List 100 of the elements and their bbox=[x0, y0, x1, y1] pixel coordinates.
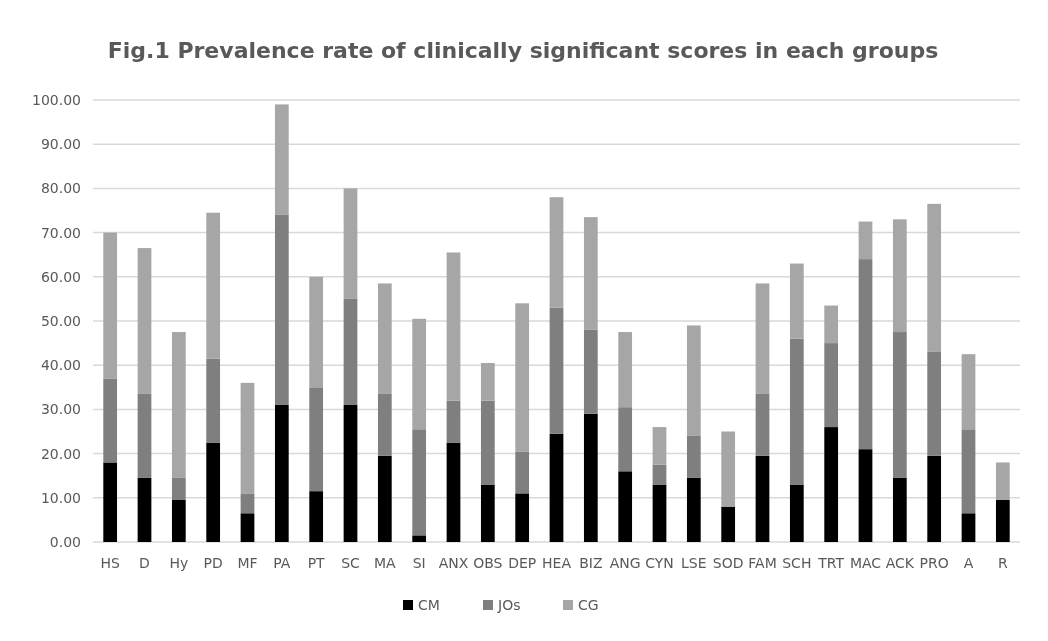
x-tick-label: PT bbox=[307, 555, 326, 571]
bar bbox=[206, 442, 221, 542]
bar bbox=[995, 462, 1010, 501]
x-tick-label: MF bbox=[237, 555, 258, 571]
x-tick-label: HEA bbox=[542, 555, 572, 571]
y-tick-label: 60.00 bbox=[40, 268, 81, 285]
bar bbox=[789, 263, 804, 339]
x-tick-label: R bbox=[997, 555, 1008, 571]
bar bbox=[171, 332, 186, 478]
y-tick-label: 30.00 bbox=[40, 401, 81, 418]
x-tick-label: MA bbox=[374, 555, 397, 571]
bar bbox=[686, 477, 701, 542]
bar bbox=[755, 393, 770, 456]
bar bbox=[515, 303, 530, 452]
x-tick-label: A bbox=[963, 555, 974, 571]
y-tick-label: 50.00 bbox=[40, 312, 81, 329]
bar bbox=[137, 393, 152, 478]
y-tick-label: 90.00 bbox=[40, 136, 81, 153]
bar bbox=[309, 276, 324, 388]
bar bbox=[824, 427, 839, 542]
bar bbox=[858, 259, 873, 450]
x-tick-label: ANX bbox=[438, 555, 469, 571]
bar bbox=[824, 305, 839, 344]
x-tick-label: ANG bbox=[609, 555, 641, 571]
bar bbox=[446, 442, 461, 542]
x-tick-label: Hy bbox=[169, 555, 189, 571]
chart-title: Fig.1 Prevalence rate of clinically significant scores in each groups bbox=[107, 38, 939, 63]
bar bbox=[549, 307, 564, 434]
bar bbox=[274, 214, 289, 405]
y-tick-label: 80.00 bbox=[40, 180, 81, 197]
bar bbox=[515, 451, 530, 494]
bar bbox=[618, 332, 633, 408]
bar bbox=[377, 393, 392, 456]
bar bbox=[343, 404, 358, 542]
bar bbox=[927, 455, 942, 542]
bar bbox=[240, 382, 255, 494]
bar bbox=[171, 477, 186, 501]
legend-label: CG bbox=[578, 597, 599, 613]
bar bbox=[446, 252, 461, 401]
bar bbox=[377, 283, 392, 394]
bar bbox=[618, 407, 633, 472]
bar bbox=[686, 325, 701, 436]
x-tick-label: OBS bbox=[473, 555, 503, 571]
bar bbox=[583, 413, 598, 542]
bar bbox=[103, 378, 118, 463]
legend-label: CM bbox=[418, 597, 440, 613]
bar bbox=[480, 484, 495, 542]
bar bbox=[858, 221, 873, 260]
legend-label: JOs bbox=[497, 597, 521, 613]
bar bbox=[377, 455, 392, 542]
bar bbox=[583, 329, 598, 414]
x-tick-label: SC bbox=[341, 555, 361, 571]
x-tick-label: MAC bbox=[849, 555, 882, 571]
bar bbox=[171, 500, 186, 542]
bar bbox=[309, 491, 324, 542]
bar bbox=[824, 343, 839, 428]
y-tick-label: 10.00 bbox=[40, 489, 81, 506]
x-tick-label: BIZ bbox=[579, 555, 603, 571]
x-tick-label: SCH bbox=[782, 555, 812, 571]
bar bbox=[480, 400, 495, 485]
y-tick-label: 70.00 bbox=[40, 224, 81, 241]
bar bbox=[343, 188, 358, 299]
bar bbox=[274, 104, 289, 215]
y-tick-label: 100.00 bbox=[32, 91, 81, 108]
bar bbox=[240, 513, 255, 542]
bar bbox=[137, 248, 152, 394]
y-tick-label: 40.00 bbox=[40, 357, 81, 374]
x-tick-label: CYN bbox=[645, 555, 674, 571]
x-tick-label: D bbox=[139, 555, 150, 571]
x-tick-label: PD bbox=[203, 555, 223, 571]
bar bbox=[652, 427, 667, 465]
bar bbox=[995, 500, 1010, 542]
bar bbox=[446, 400, 461, 443]
x-tick-label: HS bbox=[100, 555, 120, 571]
y-tick-label: 20.00 bbox=[40, 445, 81, 462]
bar bbox=[721, 431, 736, 507]
x-tick-label: FAM bbox=[748, 555, 777, 571]
bar bbox=[343, 298, 358, 405]
bar bbox=[412, 535, 427, 542]
bar bbox=[892, 477, 907, 542]
bar bbox=[480, 362, 495, 401]
bar bbox=[549, 433, 564, 542]
bar bbox=[961, 429, 976, 514]
bar bbox=[927, 203, 942, 352]
bar bbox=[206, 212, 221, 359]
bar bbox=[549, 197, 564, 308]
x-tick-label: PA bbox=[273, 555, 291, 571]
bar bbox=[103, 232, 118, 379]
bar bbox=[858, 449, 873, 542]
x-tick-label: DEP bbox=[508, 555, 537, 571]
bar bbox=[961, 513, 976, 542]
bar bbox=[789, 484, 804, 542]
bar bbox=[927, 351, 942, 456]
bar bbox=[892, 332, 907, 478]
bar bbox=[583, 217, 598, 330]
bar bbox=[240, 493, 255, 514]
x-tick-label: TRT bbox=[817, 555, 845, 571]
bar bbox=[412, 318, 427, 430]
bar bbox=[789, 338, 804, 485]
bar bbox=[652, 464, 667, 485]
